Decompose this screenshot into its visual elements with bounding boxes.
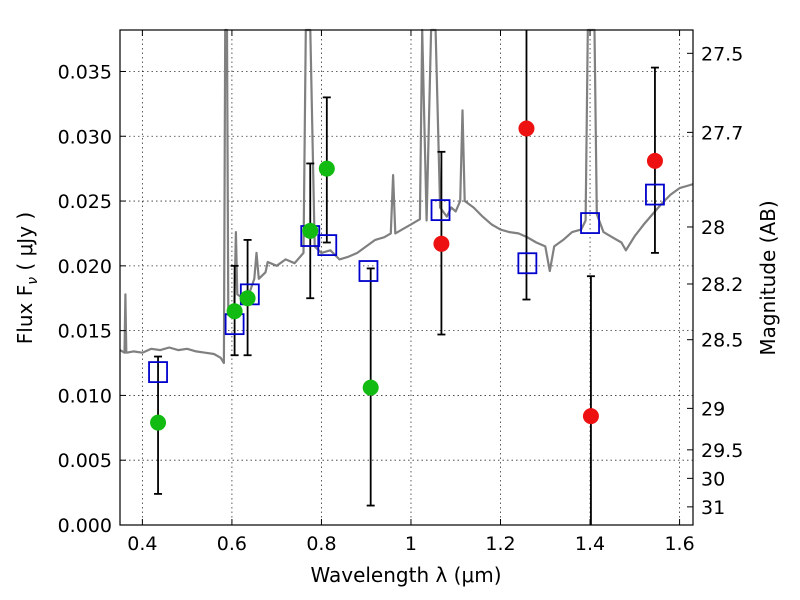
- y-tick-label: 0.030: [58, 126, 112, 148]
- nir-point: [518, 120, 535, 137]
- right-tick-label: 31: [701, 497, 725, 519]
- x-tick-label: 0.8: [306, 533, 336, 555]
- nir-point: [646, 152, 663, 169]
- right-tick-label: 27.7: [701, 122, 743, 144]
- model-square: [645, 183, 665, 206]
- y-axis-label: Flux Fν ( μJy ): [13, 212, 41, 344]
- tick-layer: 0.4 0.6 0.8 1 1.2 1.4 1.6 0.000 0.005 0.010 0.015 0…: [58, 30, 743, 555]
- right-tick-label: 28: [701, 217, 725, 239]
- x-tick-label: 0.4: [127, 533, 157, 555]
- optical-point: [150, 414, 167, 431]
- model-square: [317, 234, 338, 257]
- optical-point: [302, 222, 319, 239]
- y-tick-label: 0.005: [58, 450, 112, 472]
- x-tick-label: 0.6: [217, 533, 247, 555]
- nir-point: [433, 235, 450, 252]
- nir-point: [582, 408, 599, 425]
- x-tick-label: 1.4: [575, 533, 605, 555]
- sed-layer: [119, 28, 694, 365]
- optical-point: [226, 303, 243, 320]
- right-tick-label: 29.5: [701, 440, 743, 462]
- model-square: [580, 212, 600, 234]
- optical-point: [318, 160, 335, 177]
- model-square: [148, 361, 168, 383]
- optical-point: [239, 290, 256, 307]
- right-axis-label: Magnitude (AB): [756, 200, 780, 355]
- x-tick-label: 1: [405, 533, 417, 555]
- optical-point: [362, 379, 379, 396]
- x-tick-label: 1.2: [485, 533, 515, 555]
- right-tick-label: 29: [701, 398, 725, 420]
- y-tick-label: 0.010: [58, 385, 112, 407]
- y-tick-label: 0.025: [58, 191, 112, 213]
- marker-layer: [148, 120, 665, 431]
- x-axis-label: Wavelength λ (μm): [310, 563, 501, 587]
- y-tick-label: 0.000: [58, 515, 112, 537]
- y-axis-label-main: Flux F: [13, 285, 37, 344]
- model-square: [430, 199, 451, 222]
- y-tick-label: 0.015: [58, 321, 112, 343]
- y-axis-label-sub: ν: [25, 277, 41, 285]
- model-square: [358, 260, 379, 282]
- errorbar-layer: [154, 30, 659, 525]
- y-tick-label: 0.035: [58, 61, 112, 83]
- sed-line: [119, 28, 694, 365]
- y-tick-label: 0.020: [58, 256, 112, 278]
- y-axis-label-unit: ( μJy ): [13, 212, 37, 277]
- right-tick-label: 28.2: [701, 274, 743, 296]
- model-square: [517, 252, 538, 275]
- grid: [120, 30, 693, 525]
- right-tick-label: 30: [701, 468, 725, 490]
- right-tick-label: 27.5: [701, 43, 743, 65]
- right-tick-label: 28.5: [701, 330, 743, 352]
- plot-frame: [119, 29, 694, 526]
- x-tick-label: 1.6: [664, 533, 694, 555]
